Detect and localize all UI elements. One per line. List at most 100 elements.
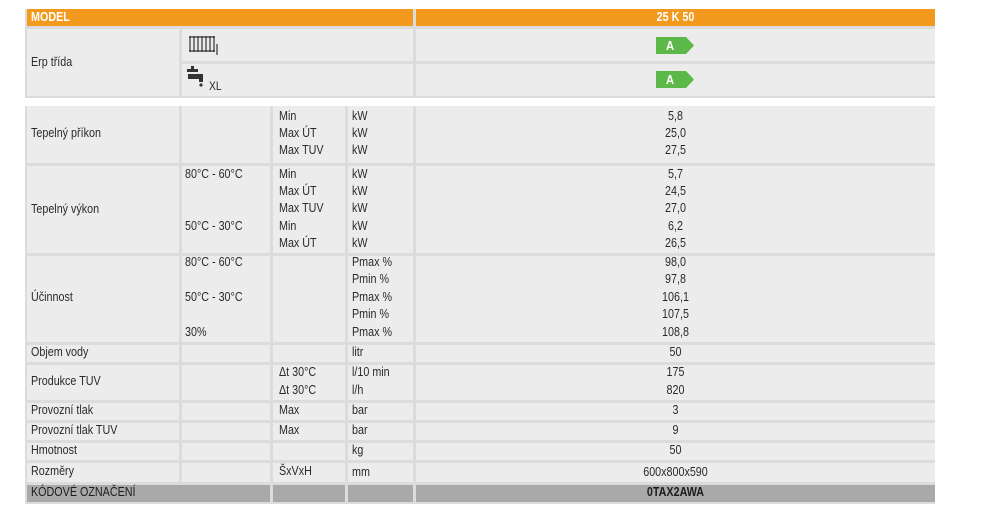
water-class-badge: A [656, 71, 694, 88]
erp-label-cell [27, 29, 179, 96]
output-cond-cell [182, 166, 270, 253]
efficiency-unit-3: Pmin % [352, 307, 390, 321]
water-suffix: XL [209, 79, 222, 93]
footer-code: 0TAX2AWA [646, 485, 705, 499]
footer-code-cell [416, 485, 935, 502]
dimensions-value: 600x800x590 [643, 465, 708, 479]
input-unit-2: kW [352, 143, 368, 157]
dimensions-label: Rozměry [31, 464, 75, 478]
input-sub-1: Max ÚT [279, 126, 317, 140]
header-model-cell [27, 9, 413, 26]
output-sub-3: Min [279, 219, 297, 233]
dhw-unit-0: l/10 min [352, 365, 390, 379]
input-value-2: 27,5 [665, 143, 686, 157]
footer-label: KÓDOVÉ OZNAČENÍ [31, 485, 136, 499]
efficiency-unit-4: Pmax % [352, 325, 393, 339]
weight-label-cell [27, 443, 179, 460]
efficiency-unit-cell [348, 256, 413, 342]
dhw-label-cell [27, 365, 179, 400]
input-unit-cell [348, 106, 413, 163]
dhw-value-cell [416, 365, 935, 400]
spec-table: MODEL 25 K 50 Erp třída [25, 9, 935, 504]
dimensions-value-cell [416, 463, 935, 482]
input-unit-1: kW [352, 126, 368, 140]
efficiency-value-0: 98,0 [665, 255, 686, 269]
output-value-1: 24,5 [665, 184, 686, 198]
output-sub-cell [273, 166, 345, 253]
tap-icon [185, 66, 207, 88]
output-sub-0: Min [279, 167, 297, 181]
efficiency-cond-2: 30% [185, 325, 207, 339]
output-cond-0: 80°C - 60°C [185, 167, 243, 181]
dhw-sub-0: Δt 30°C [279, 365, 317, 379]
pressure-dhw-unit: bar [352, 423, 368, 437]
output-unit-cell [348, 166, 413, 253]
dhw-label: Produkce TUV [31, 374, 101, 388]
volume-cond-cell [182, 345, 270, 362]
dhw-sub-1: Δt 30°C [279, 383, 317, 397]
pressure-value-cell [416, 403, 935, 420]
dhw-cond-cell [182, 365, 270, 400]
volume-label: Objem vody [31, 345, 89, 359]
volume-unit-cell [348, 345, 413, 362]
efficiency-cond-0: 80°C - 60°C [185, 255, 243, 269]
dimensions-sub: ŠxVxH [279, 464, 312, 478]
volume-sub-cell [273, 345, 345, 362]
weight-cond-cell [182, 443, 270, 460]
output-unit-1: kW [352, 184, 368, 198]
footer-sub-cell [273, 485, 345, 502]
output-value-2: 27,0 [665, 201, 686, 215]
input-cond-cell [182, 106, 270, 163]
output-value-cell [416, 166, 935, 253]
efficiency-value-3: 107,5 [662, 307, 689, 321]
dimensions-unit-cell [348, 463, 413, 482]
input-label-cell [27, 106, 179, 163]
dhw-sub-cell [273, 365, 345, 400]
pressure-dhw-sub-cell [273, 423, 345, 440]
dimensions-unit: mm [352, 465, 370, 479]
output-sub-2: Max TUV [279, 201, 324, 215]
output-value-0: 5,7 [668, 167, 683, 181]
efficiency-value-4: 108,8 [662, 325, 689, 339]
heating-class-letter: A [666, 38, 675, 53]
weight-unit-cell [348, 443, 413, 460]
pressure-sub: Max [279, 403, 300, 417]
efficiency-value-2: 106,1 [662, 290, 689, 304]
header-model-name: 25 K 50 [656, 10, 695, 24]
header-name-cell [416, 9, 935, 26]
volume-value: 50 [669, 345, 682, 359]
input-sub-0: Min [279, 109, 297, 123]
pressure-dhw-value-cell [416, 423, 935, 440]
efficiency-unit-1: Pmin % [352, 272, 390, 286]
output-cond-1: 50°C - 30°C [185, 219, 243, 233]
dhw-unit-1: l/h [352, 383, 364, 397]
input-value-1: 25,0 [665, 126, 686, 140]
dhw-value-1: 820 [666, 383, 685, 397]
output-unit-2: kW [352, 201, 368, 215]
dhw-unit-cell [348, 365, 413, 400]
dimensions-cond-cell [182, 463, 270, 482]
pressure-label: Provozní tlak [31, 403, 94, 417]
erp-heating-icon-cell [182, 29, 413, 61]
input-value-cell [416, 106, 935, 163]
pressure-unit: bar [352, 403, 368, 417]
volume-label-cell [27, 345, 179, 362]
efficiency-sub-cell [273, 256, 345, 342]
output-label-cell [27, 166, 179, 253]
input-sub-2: Max TUV [279, 143, 324, 157]
output-value-4: 26,5 [665, 236, 686, 250]
input-sub-cell [273, 106, 345, 163]
input-unit-0: kW [352, 109, 368, 123]
efficiency-label: Účinnost [31, 290, 73, 304]
pressure-dhw-cond-cell [182, 423, 270, 440]
pressure-unit-cell [348, 403, 413, 420]
footer-label-cell [27, 485, 270, 502]
input-value-0: 5,8 [668, 109, 683, 123]
erp-label: Erp třída [31, 55, 73, 69]
weight-label: Hmotnost [31, 443, 78, 457]
weight-value-cell [416, 443, 935, 460]
weight-unit: kg [352, 443, 364, 457]
pressure-dhw-sub: Max [279, 423, 300, 437]
output-sub-4: Max ÚT [279, 236, 317, 250]
water-class-letter: A [666, 72, 675, 87]
